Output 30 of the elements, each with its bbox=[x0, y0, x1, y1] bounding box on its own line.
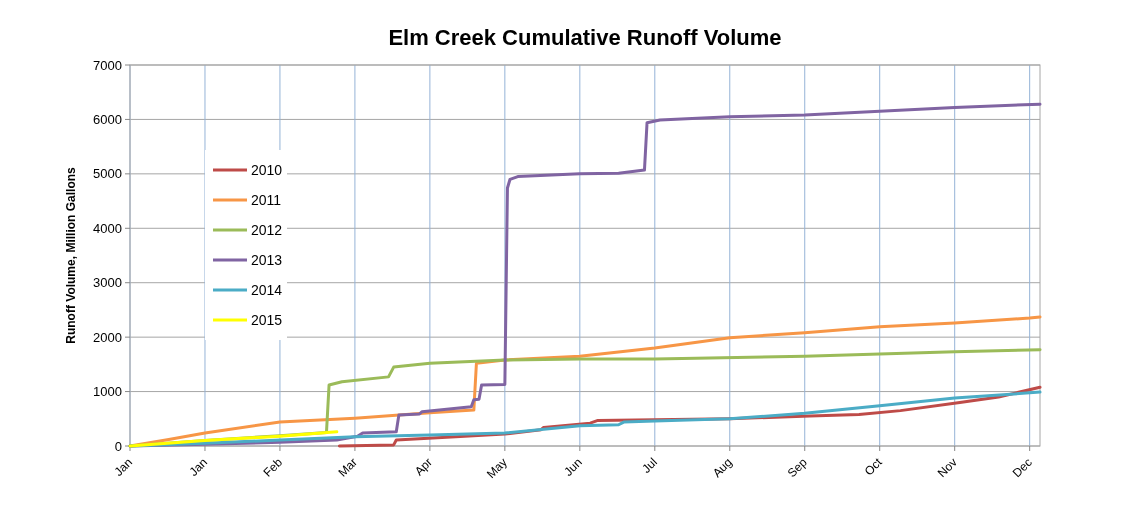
y-tick-label: 4000 bbox=[93, 220, 122, 236]
y-tick-label: 3000 bbox=[93, 275, 122, 291]
legend-label: 2014 bbox=[251, 281, 283, 298]
x-tick-label: Jan bbox=[186, 455, 211, 479]
line-series bbox=[128, 430, 339, 448]
x-tick-label: Aug bbox=[709, 455, 735, 481]
x-tick-label: Apr bbox=[411, 455, 435, 479]
chart-title: Elm Creek Cumulative Runoff Volume bbox=[388, 25, 782, 50]
legend-label: 2010 bbox=[251, 161, 283, 178]
legend-label: 2015 bbox=[251, 311, 283, 328]
x-tick-label: May bbox=[484, 455, 510, 482]
legend-label: 2012 bbox=[251, 221, 283, 238]
legend-label: 2013 bbox=[251, 251, 283, 268]
y-tick-label: 2000 bbox=[93, 329, 122, 345]
y-tick-label: 0 bbox=[114, 438, 122, 454]
x-tick-label: Oct bbox=[861, 454, 886, 479]
y-tick-label: 6000 bbox=[93, 111, 122, 127]
y-tick-label: 1000 bbox=[93, 384, 122, 400]
x-tick-label: Jul bbox=[639, 455, 660, 476]
x-tick-label: Sep bbox=[784, 454, 811, 481]
x-tick-label: Nov bbox=[934, 455, 960, 481]
legend-label: 2011 bbox=[251, 191, 282, 208]
x-tick-label: Jan bbox=[111, 455, 136, 479]
x-tick-label: Jun bbox=[561, 455, 585, 479]
x-tick-label: Feb bbox=[260, 454, 286, 480]
y-tick-label: 7000 bbox=[93, 57, 122, 73]
x-tick-label: Mar bbox=[335, 455, 361, 480]
y-axis-title: Runoff Volume, Million Gallons bbox=[64, 166, 78, 344]
x-tick-label: Dec bbox=[1009, 455, 1035, 481]
y-tick-label: 5000 bbox=[93, 166, 122, 182]
